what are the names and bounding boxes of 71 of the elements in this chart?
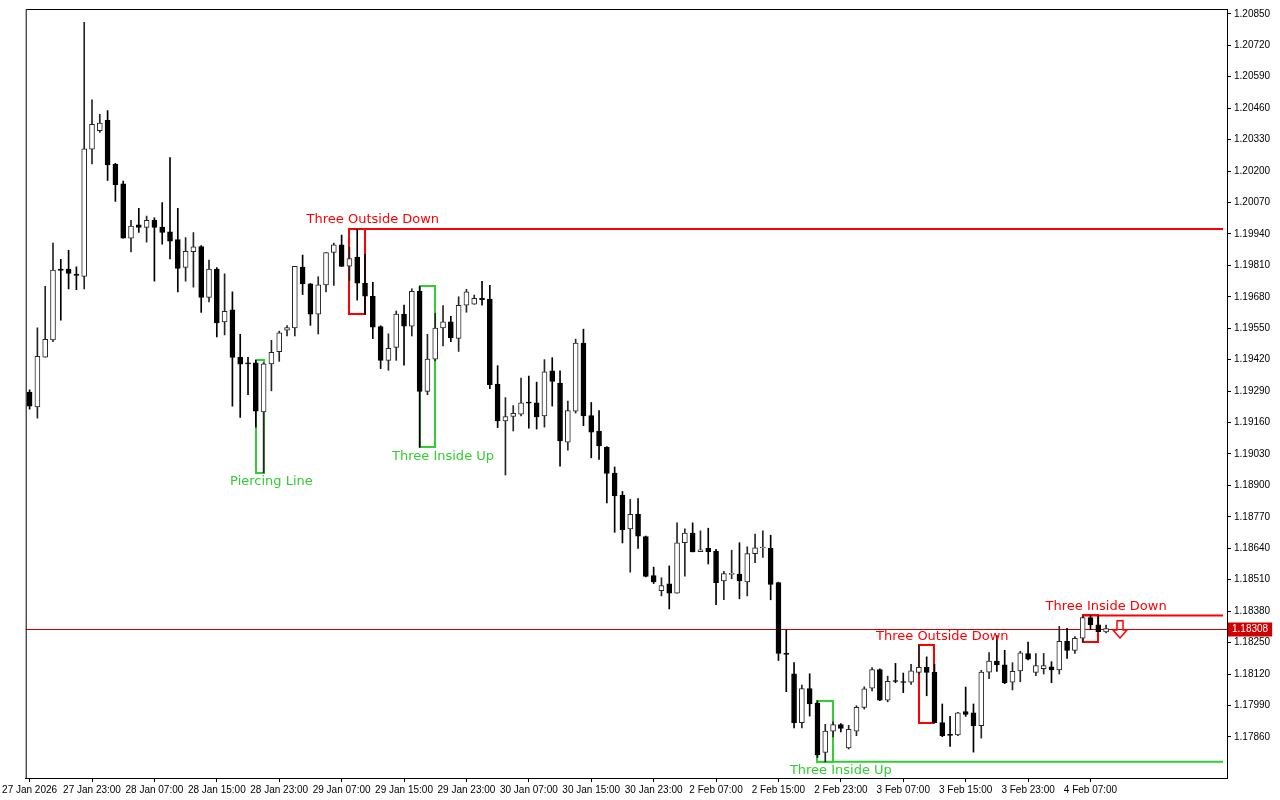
x-tick-label: 28 Jan 23:00 — [250, 783, 309, 795]
y-tick-label: 1.19550 — [1234, 321, 1271, 333]
y-tick-label: 1.20850 — [1234, 7, 1271, 19]
y-tick-label: 1.20460 — [1234, 101, 1271, 113]
candlestick — [159, 202, 166, 245]
y-tick-label: 1.17860 — [1234, 730, 1271, 742]
annotation: Three Outside Down — [875, 627, 1009, 643]
y-tick-label: 1.19680 — [1234, 290, 1271, 302]
x-tick-label: 3 Feb 23:00 — [1001, 783, 1056, 795]
candlestick — [57, 258, 64, 321]
x-tick-label: 3 Feb 15:00 — [938, 783, 993, 795]
y-tick-label: 1.20590 — [1234, 70, 1271, 82]
x-tick-label: 2 Feb 23:00 — [814, 783, 868, 795]
candlestick — [705, 527, 712, 565]
y-tick-label: 1.19940 — [1234, 227, 1271, 239]
candlestick — [440, 305, 446, 347]
y-tick-label: 1.18380 — [1234, 604, 1271, 616]
candlestick — [627, 499, 634, 573]
y-tick-label: 1.18900 — [1234, 479, 1271, 491]
x-tick-label: 30 Jan 15:00 — [562, 783, 621, 795]
y-tick-label: 1.20070 — [1234, 196, 1271, 208]
candlestick — [135, 207, 142, 233]
x-tick-label: 29 Jan 23:00 — [437, 783, 496, 795]
y-tick-label: 1.19030 — [1234, 447, 1271, 459]
candlestick — [1040, 653, 1047, 675]
annotation: Three Outside Down — [305, 211, 440, 227]
y-tick-label: 1.19420 — [1234, 353, 1271, 365]
y-tick-label: 1.19290 — [1234, 384, 1271, 396]
candlestick — [245, 356, 251, 396]
x-tick-label: 27 Jan 2026 — [2, 783, 58, 795]
x-tick-label: 4 Feb 07:00 — [1063, 783, 1118, 795]
candlestick — [362, 254, 368, 315]
y-tick-label: 1.18770 — [1234, 510, 1271, 522]
candlestick — [237, 333, 244, 418]
candlestick — [962, 686, 969, 717]
candlestick — [549, 357, 556, 407]
y-tick-label: 1.18120 — [1234, 667, 1271, 679]
y-tick-label: 1.20200 — [1234, 164, 1271, 176]
x-tick-label: 2 Feb 07:00 — [689, 783, 744, 795]
annotation: Piercing Line — [230, 473, 313, 489]
candlestick — [923, 656, 930, 697]
candlestick — [167, 157, 173, 260]
candlestick — [760, 530, 766, 558]
candlestick — [752, 533, 758, 564]
x-tick-label: 29 Jan 07:00 — [312, 783, 371, 795]
y-tick-label: 1.20330 — [1234, 133, 1271, 145]
x-tick-label: 28 Jan 07:00 — [125, 783, 184, 795]
candlestick — [682, 528, 688, 577]
x-tick-label: 2 Feb 15:00 — [751, 783, 806, 795]
y-tick-label: 1.18510 — [1234, 573, 1271, 585]
candlestick — [526, 375, 532, 429]
y-tick-label: 1.19160 — [1234, 416, 1271, 428]
y-tick-label: 1.18640 — [1234, 542, 1271, 554]
y-tick-label: 1.18250 — [1234, 636, 1271, 648]
x-tick-label: 3 Feb 07:00 — [876, 783, 931, 795]
x-tick-label: 27 Jan 23:00 — [63, 783, 122, 795]
annotation: Three Inside Down — [1044, 597, 1167, 613]
x-tick-label: 29 Jan 15:00 — [375, 783, 434, 795]
y-tick-label: 1.17990 — [1234, 699, 1271, 711]
y-tick-label: 1.20720 — [1234, 39, 1271, 51]
x-tick-label: 30 Jan 07:00 — [499, 783, 559, 795]
candlestick — [401, 304, 407, 366]
annotation: Three Inside Up — [788, 762, 892, 778]
ref-line-label: 1.18308 — [1232, 623, 1269, 635]
x-tick-label: 28 Jan 15:00 — [187, 783, 247, 795]
x-tick-label: 30 Jan 23:00 — [624, 783, 683, 795]
annotation: Three Inside Up — [391, 447, 495, 463]
y-tick-label: 1.19810 — [1234, 259, 1271, 271]
candlestick — [510, 405, 517, 432]
candlestick — [916, 644, 922, 675]
candlestick — [330, 242, 337, 286]
